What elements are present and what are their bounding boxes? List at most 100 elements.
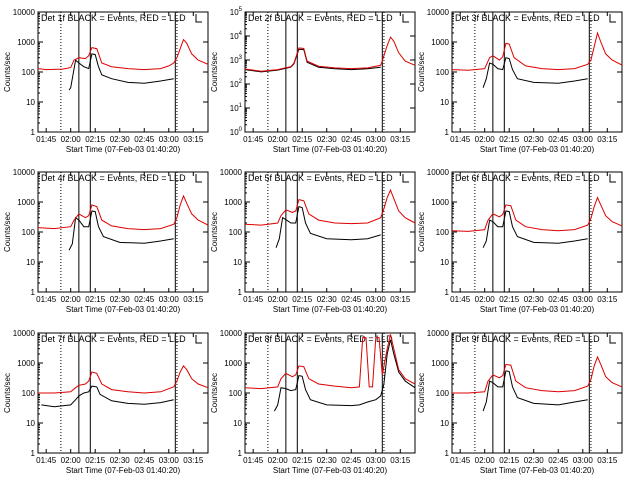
x-tick-label: 02:15 [85, 456, 106, 465]
y-tick-label: 1 [445, 128, 450, 137]
x-tick-label: 02:00 [61, 135, 82, 144]
x-axis-label: Start Time (07-Feb-03 01:40:20) [480, 305, 595, 314]
y-tick-label: 10000 [13, 168, 36, 177]
y-tick-label: 10000 [427, 8, 450, 17]
x-tick-label: 02:30 [317, 456, 338, 465]
y-tick-label: 10 [26, 419, 35, 428]
x-tick-label: 01:45 [36, 456, 57, 465]
y-tick-label: 10000 [13, 8, 36, 17]
series-line-events [482, 370, 588, 412]
chart-panel-1: Det 1f BLACK = Events, RED = LLD 01:45 02:… [3, 8, 209, 154]
x-tick-label: 02:30 [110, 135, 131, 144]
x-tick-label: 03:00 [573, 295, 594, 304]
y-tick-label: 1 [31, 449, 36, 458]
y-tick-label: 10000 [220, 168, 243, 177]
series-line-events [68, 53, 174, 91]
y-tick-label: 1000 [17, 198, 35, 207]
y-tick-label: 1 [31, 288, 36, 297]
x-tick-label: 01:45 [450, 295, 471, 304]
series-line-events [273, 339, 416, 412]
x-tick-label: 02:30 [317, 295, 338, 304]
plot-frame [451, 332, 623, 454]
y-tick-label: 1 [238, 449, 243, 458]
y-tick-label: 1000 [224, 359, 242, 368]
x-tick-label: 03:15 [597, 295, 618, 304]
y-tick-label: 10 [233, 419, 242, 428]
chart-panel-8: Det 8f BLACK = Events, RED = LLD 01:45 02:… [210, 329, 416, 475]
y-tick-label: 100 [229, 389, 243, 398]
y-tick-label: 1000 [431, 359, 449, 368]
chart-panel-7: Det 7f BLACK = Events, RED = LLD 01:45 02:… [3, 329, 209, 475]
x-tick-label: 02:15 [85, 295, 106, 304]
chart-panel-4: Det 4f BLACK = Events, RED = LLD 01:45 02:… [3, 168, 209, 314]
y-tick-label: 10 [440, 419, 449, 428]
x-tick-label: 02:00 [61, 295, 82, 304]
x-tick-label: 02:30 [524, 295, 545, 304]
x-tick-label: 03:15 [390, 295, 411, 304]
x-tick-label: 02:15 [292, 295, 313, 304]
chart-title: Det 5f BLACK = Events, RED = LLD [248, 173, 393, 183]
x-tick-label: 03:15 [183, 135, 204, 144]
x-tick-label: 01:45 [243, 295, 264, 304]
y-tick-label: 103 [230, 55, 243, 65]
series-line-lld [244, 36, 416, 72]
y-axis-label: Counts/sec [210, 212, 219, 252]
x-tick-label: 03:15 [183, 456, 204, 465]
x-axis-label: Start Time (07-Feb-03 01:40:20) [66, 466, 181, 475]
x-tick-label: 02:30 [317, 135, 338, 144]
x-tick-label: 02:45 [548, 456, 569, 465]
y-tick-label: 1000 [431, 198, 449, 207]
y-tick-label: 100 [229, 228, 243, 237]
x-tick-label: 01:45 [450, 135, 471, 144]
x-tick-label: 02:45 [548, 135, 569, 144]
y-tick-label: 10 [440, 258, 449, 267]
x-tick-label: 02:30 [524, 135, 545, 144]
y-axis-label: Counts/sec [417, 52, 426, 92]
x-tick-label: 02:30 [524, 456, 545, 465]
y-tick-label: 104 [230, 31, 243, 41]
chart-panel-2: Det 2f BLACK = Events, RED = LLD 01:45 02:… [210, 7, 416, 154]
x-tick-label: 01:45 [243, 456, 264, 465]
series-line-lld [451, 196, 623, 232]
x-tick-label: 01:45 [36, 295, 57, 304]
y-tick-label: 100 [22, 228, 36, 237]
plot-frame [37, 11, 209, 133]
series-line-events [275, 205, 381, 248]
x-tick-label: 03:15 [597, 456, 618, 465]
y-tick-label: 1000 [17, 359, 35, 368]
x-tick-label: 03:15 [597, 135, 618, 144]
x-tick-label: 02:15 [499, 135, 520, 144]
series-line-events [41, 385, 174, 408]
chart-title: Det 6f BLACK = Events, RED = LLD [455, 173, 600, 183]
corner-marker [195, 174, 202, 183]
series-line-lld [452, 355, 623, 394]
x-tick-label: 01:45 [36, 135, 57, 144]
x-tick-label: 02:45 [341, 135, 362, 144]
x-tick-label: 02:15 [292, 135, 313, 144]
x-axis-label: Start Time (07-Feb-03 01:40:20) [480, 145, 595, 154]
x-tick-label: 03:15 [390, 456, 411, 465]
y-tick-label: 101 [230, 103, 243, 113]
plot-frame [451, 171, 623, 293]
x-tick-label: 02:30 [110, 456, 131, 465]
plot-frame [451, 11, 623, 133]
chart-panel-3: Det 3f BLACK = Events, RED = LLD 01:45 02:… [417, 8, 623, 154]
x-tick-label: 02:00 [268, 135, 289, 144]
x-tick-label: 02:45 [548, 295, 569, 304]
x-axis-label: Start Time (07-Feb-03 01:40:20) [480, 466, 595, 475]
y-tick-label: 1 [445, 288, 450, 297]
x-tick-label: 03:00 [159, 456, 180, 465]
corner-marker [402, 174, 409, 183]
y-tick-label: 1 [445, 449, 450, 458]
corner-marker [609, 174, 616, 183]
plot-frame [244, 332, 416, 454]
y-axis-label: Counts/sec [210, 52, 219, 92]
chart-title: Det 7f BLACK = Events, RED = LLD [41, 334, 186, 344]
chart-title: Det 9f BLACK = Events, RED = LLD [455, 334, 600, 344]
x-tick-label: 03:00 [366, 456, 387, 465]
x-tick-label: 01:45 [243, 135, 264, 144]
chart-panel-6: Det 6f BLACK = Events, RED = LLD 01:45 02:… [417, 168, 623, 314]
plot-frame [37, 171, 209, 293]
x-tick-label: 03:00 [366, 135, 387, 144]
y-tick-label: 10000 [427, 329, 450, 338]
